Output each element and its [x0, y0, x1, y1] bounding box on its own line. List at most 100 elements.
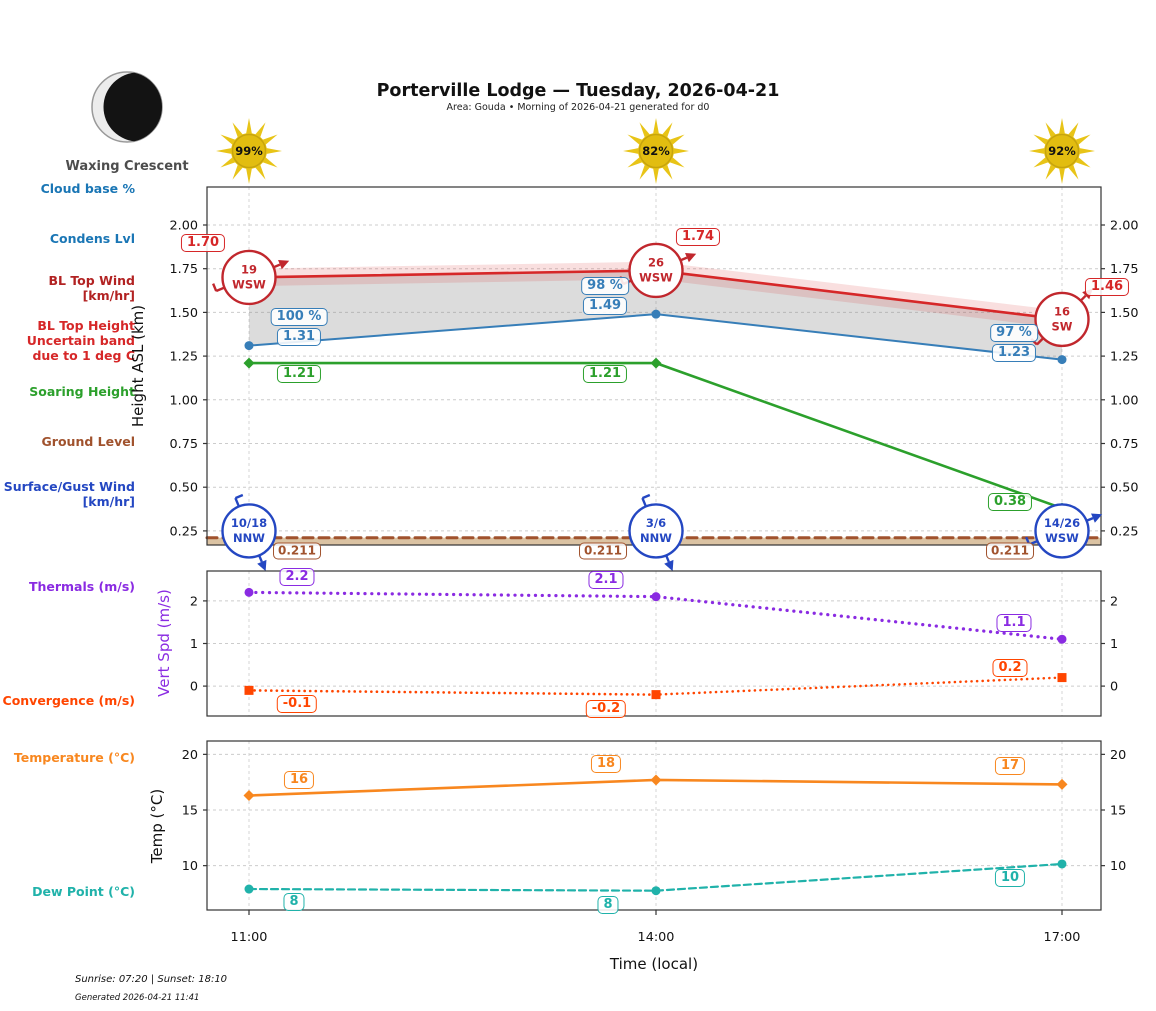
- value-label-dew-point: 8: [597, 895, 619, 914]
- cloudbase-percent-label: 100 %: [270, 307, 328, 326]
- y-tick-label: 1.50: [1110, 306, 1139, 321]
- height-axis-label: Height ASL (km): [129, 304, 147, 428]
- data-point-marker: [651, 309, 661, 319]
- legend-label-cloud-base-pct: Cloud base %: [40, 181, 135, 196]
- value-label-soaring-height: 1.21: [276, 365, 322, 384]
- wind-arrow-barb: [234, 493, 244, 500]
- y-tick-label: 0.75: [170, 437, 199, 452]
- value-label-thermals: 2.1: [588, 570, 624, 589]
- value-label-temperature: 17: [994, 757, 1026, 776]
- data-point-marker: [243, 357, 255, 369]
- data-point-marker: [651, 592, 661, 602]
- wind-arrow-barb: [641, 493, 651, 500]
- sun-icon-disc: [638, 133, 674, 169]
- value-label-ground-level: 0.211: [273, 542, 321, 560]
- wind-direction-label: NNW: [640, 531, 672, 545]
- temp-axis-label: Temp (°C): [148, 788, 166, 864]
- y-tick-label: 1: [1110, 637, 1118, 652]
- data-point-marker: [1056, 778, 1068, 790]
- value-label-convergence: -0.1: [276, 695, 318, 714]
- legend-label-bl-top-height: BL Top Height Uncertain band due to 1 de…: [26, 318, 135, 363]
- value-label-convergence: -0.2: [585, 699, 627, 718]
- y-tick-label: 1.75: [1110, 262, 1139, 277]
- y-tick-label: 0.25: [1110, 524, 1139, 539]
- y-tick-label: 10: [1110, 859, 1126, 874]
- y-tick-label: 1.25: [170, 350, 199, 365]
- value-label-temperature: 18: [590, 754, 622, 773]
- value-label-bl-top-height: 1.74: [675, 228, 721, 247]
- wind-circle: [221, 503, 277, 559]
- wind-arrow-head: [685, 253, 697, 263]
- cloudbase-percent-label: 97 %: [990, 323, 1038, 342]
- legend-label-ground-level: Ground Level: [41, 434, 135, 449]
- legend-label-convergence: Convergence (m/s): [2, 693, 135, 708]
- wind-direction-label: SW: [1052, 319, 1073, 333]
- y-tick-label: 20: [1110, 748, 1126, 763]
- value-label-thermals: 1.1: [996, 614, 1032, 633]
- cloudbase-percent-label: 98 %: [581, 277, 629, 296]
- value-label-bl-top-height: 1.46: [1084, 278, 1130, 297]
- y-tick-label: 20: [182, 748, 198, 763]
- sun-percentage-label: 99%: [235, 144, 263, 158]
- y-tick-label: 0.25: [170, 524, 199, 539]
- panel-frame: [206, 740, 1102, 911]
- wind-speed-label: 26: [648, 255, 664, 269]
- legend-label-soaring-height: Soaring Height: [29, 384, 135, 399]
- x-tick-label: 14:00: [638, 930, 675, 945]
- wind-arrow-head: [664, 559, 674, 572]
- page-subtitle: Area: Gouda • Morning of 2026-04-21 gene…: [446, 102, 710, 113]
- wind-circle: [628, 503, 684, 559]
- value-label-thermals: 2.2: [279, 568, 315, 587]
- wind-arrow-head: [278, 260, 290, 270]
- legend-label-thermals: Thermals (m/s): [28, 579, 135, 594]
- vertspd-axis-label: Vert Spd (m/s): [155, 589, 173, 697]
- data-point-marker: [651, 886, 661, 896]
- value-label-soaring-height: 1.21: [582, 365, 628, 384]
- data-point-marker: [1057, 634, 1067, 644]
- moon-phase-label: Waxing Crescent: [65, 159, 189, 174]
- y-tick-label: 15: [1110, 804, 1126, 819]
- y-tick-label: 0: [190, 680, 198, 695]
- data-point-marker: [244, 587, 254, 597]
- data-point-marker: [650, 357, 662, 369]
- moon-phase-icon: [91, 71, 163, 143]
- wind-direction-label: NNW: [233, 531, 265, 545]
- value-label-dew-point: 8: [283, 893, 305, 912]
- wind-arrow-head: [1091, 513, 1103, 523]
- y-tick-label: 10: [182, 859, 198, 874]
- y-tick-label: 0.50: [1110, 481, 1139, 496]
- value-label-condens-lvl: 1.49: [582, 297, 628, 316]
- y-tick-label: 0.75: [1110, 437, 1139, 452]
- value-label-soaring-height: 0.38: [987, 493, 1033, 512]
- x-tick-label: 17:00: [1044, 930, 1081, 945]
- generated-note: Generated 2026-04-21 11:41: [75, 993, 200, 1003]
- wind-arrow-barb: [212, 283, 218, 292]
- y-tick-label: 2: [190, 594, 198, 609]
- y-tick-label: 0.50: [170, 481, 199, 496]
- sun-percentage-label: 82%: [642, 144, 670, 158]
- sunrise-sunset-note: Sunrise: 07:20 | Sunset: 18:10: [75, 974, 228, 985]
- wind-speed-label: 19: [241, 262, 257, 276]
- time-axis-label: Time (local): [609, 955, 699, 973]
- sun-icon-disc: [231, 133, 267, 169]
- data-point-marker: [244, 685, 254, 695]
- series-line-thermals: [247, 590, 1064, 641]
- value-label-condens-lvl: 1.31: [276, 327, 322, 346]
- legend-label-dew-point: Dew Point (°C): [32, 884, 135, 899]
- value-label-dew-point: 10: [994, 868, 1026, 887]
- y-tick-label: 2: [1110, 594, 1118, 609]
- legend-label-temperature: Temperature (°C): [13, 750, 135, 765]
- cloud-layer-band: [249, 270, 1062, 360]
- value-label-temperature: 16: [283, 770, 315, 789]
- data-point-marker: [244, 341, 254, 351]
- value-label-bl-top-height: 1.70: [180, 234, 226, 253]
- y-tick-label: 1.75: [170, 262, 199, 277]
- legend-label-condens-lvl: Condens Lvl: [49, 231, 135, 246]
- data-point-marker: [651, 690, 661, 700]
- data-point-marker: [244, 884, 254, 894]
- data-point-marker: [1057, 859, 1067, 869]
- y-tick-label: 1.00: [170, 393, 199, 408]
